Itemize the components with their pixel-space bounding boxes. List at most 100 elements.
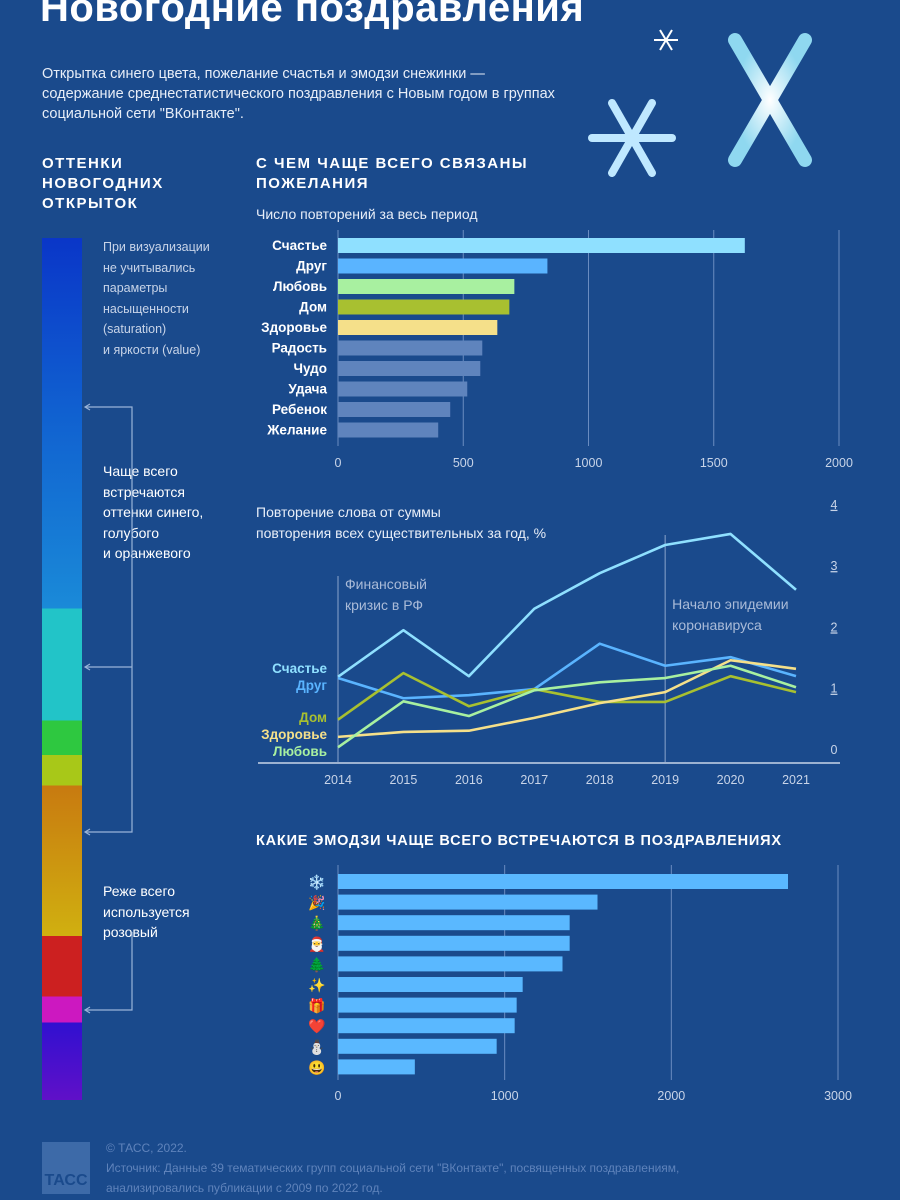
bar — [338, 1018, 515, 1034]
category-label: Друг — [296, 259, 327, 274]
series-line — [337, 658, 797, 739]
rare-colors-note: Реже всего используется розовый — [103, 881, 190, 943]
bar — [338, 340, 483, 356]
series-line — [337, 664, 797, 749]
emoji-label: ⛄ — [308, 1039, 325, 1056]
line-chart-title: Повторение слова от суммы повторения всех… — [256, 504, 546, 541]
y-tick-label: 0 — [831, 743, 838, 757]
note-line: используется — [103, 903, 190, 920]
color-spectrum-bar — [42, 238, 82, 1100]
x-tick-label: 2020 — [717, 773, 745, 787]
note-line: насыщенности — [103, 301, 189, 316]
y-tick-label: 4 — [831, 498, 838, 512]
category-label: Счастье — [272, 238, 327, 253]
page-title: Новогодние поздравления — [40, 0, 585, 30]
heading-line: НОВОГОДНИХ — [42, 175, 164, 192]
heading-line: ОТКРЫТОК — [42, 195, 139, 212]
emoji-label: 🎅 — [308, 936, 325, 953]
series-line — [337, 671, 797, 721]
source-line-2: анализировались публикации с 2009 по 202… — [106, 1181, 383, 1195]
bar — [338, 894, 598, 910]
x-tick-label: 2016 — [455, 773, 483, 787]
x-tick-label: 2018 — [586, 773, 614, 787]
note-line: встречаются — [103, 483, 185, 500]
snowflake-icon — [693, 33, 847, 167]
annotation-text: коронавируса — [672, 617, 762, 633]
x-tick-label: 2000 — [825, 456, 853, 470]
note-line: оттенки синего, — [103, 504, 204, 520]
bar — [338, 915, 570, 931]
words-chart-title: С ЧЕМ ЧАЩЕ ВСЕГО СВЯЗАНЫ ПОЖЕЛАНИЯ — [256, 155, 529, 192]
emoji-label: ❄️ — [308, 874, 325, 891]
emoji-label: 🎁 — [308, 998, 325, 1015]
x-tick-label: 2014 — [324, 773, 352, 787]
note-line: Чаще всего — [103, 463, 178, 479]
category-label: Удача — [288, 382, 327, 397]
category-label: Здоровье — [261, 320, 327, 335]
frequent-colors-note: Чаще всего встречаются оттенки синего, г… — [103, 461, 203, 564]
note-line: не учитывались — [103, 260, 196, 275]
emoji-label: ✨ — [308, 977, 325, 993]
source: Источник: Данные 39 тематических групп с… — [106, 1161, 680, 1175]
colors-note: При визуализации не учитывались параметр… — [103, 237, 210, 360]
annotation-text: Финансовый — [345, 576, 427, 592]
category-label: Дом — [299, 300, 327, 315]
x-tick-label: 2019 — [651, 773, 679, 787]
x-tick-label: 2017 — [520, 773, 548, 787]
note-line: При визуализации — [103, 240, 210, 254]
series-label: Любовь — [273, 744, 327, 759]
snowflake-icon — [654, 29, 678, 51]
footer: © ТАСС, 2022. Источник: Данные 39 темати… — [106, 1138, 679, 1198]
note-line: голубого — [103, 524, 159, 541]
x-tick-label: 0 — [335, 456, 342, 470]
bar — [338, 299, 510, 315]
x-tick-label: 1500 — [700, 456, 728, 470]
bar — [338, 361, 481, 376]
bar — [338, 1059, 415, 1075]
bar — [338, 258, 548, 274]
colors-heading: ОТТЕНКИ НОВОГОДНИХ ОТКРЫТОК — [42, 154, 202, 214]
snowflake-decoration — [588, 29, 847, 177]
category-label: Радость — [272, 341, 327, 356]
y-tick-label: 3 — [831, 559, 838, 573]
note-line: и оранжевого — [103, 545, 191, 561]
bar — [338, 977, 523, 992]
tass-logo: ТАСС — [42, 1142, 90, 1194]
note-line: розовый — [103, 924, 158, 940]
x-tick-label: 2000 — [657, 1089, 685, 1103]
category-label: Чудо — [294, 361, 327, 376]
copyright: © ТАСС, 2022. — [106, 1141, 187, 1155]
bar — [338, 956, 563, 972]
x-tick-label: 2021 — [782, 773, 810, 787]
emoji-label: 🎄 — [308, 915, 325, 932]
bar — [338, 402, 451, 417]
annotation-text: кризис в РФ — [345, 597, 423, 613]
annotation-text: Начало эпидемии — [672, 596, 788, 612]
bar — [338, 238, 745, 253]
words-heading: С ЧЕМ ЧАЩЕ ВСЕГО СВЯЗАНЫ ПОЖЕЛАНИЯ — [256, 154, 556, 194]
series-label: Здоровье — [261, 727, 327, 742]
lead-text: Открытка синего цвета, пожелание счастья… — [42, 66, 555, 122]
bar — [338, 1038, 497, 1054]
series-line — [337, 532, 797, 678]
bar — [338, 422, 439, 438]
emoji-label: 🌲 — [308, 956, 325, 973]
category-label: Ребенок — [272, 402, 327, 417]
emoji-chart-title: КАКИЕ ЭМОДЗИ ЧАЩЕ ВСЕГО ВСТРЕЧАЮТСЯ В ПО… — [256, 833, 782, 849]
series-label: Счастье — [272, 661, 327, 676]
category-label: Желание — [266, 423, 327, 438]
y-tick-label: 1 — [831, 682, 838, 696]
bracket-connectors — [83, 403, 133, 1014]
bar — [338, 935, 570, 951]
emoji-label: 😃 — [308, 1059, 325, 1075]
x-tick-label: 3000 — [824, 1089, 852, 1103]
note-line: Реже всего — [103, 883, 176, 899]
x-tick-label: 500 — [453, 456, 474, 470]
words-chart-subtitle: Число повторений за весь период — [256, 206, 478, 222]
bar — [338, 320, 498, 335]
category-label: Любовь — [273, 279, 327, 294]
x-tick-label: 1000 — [491, 1089, 519, 1103]
note-line: (saturation) — [103, 322, 167, 336]
emoji-label: ❤️ — [308, 1018, 326, 1034]
